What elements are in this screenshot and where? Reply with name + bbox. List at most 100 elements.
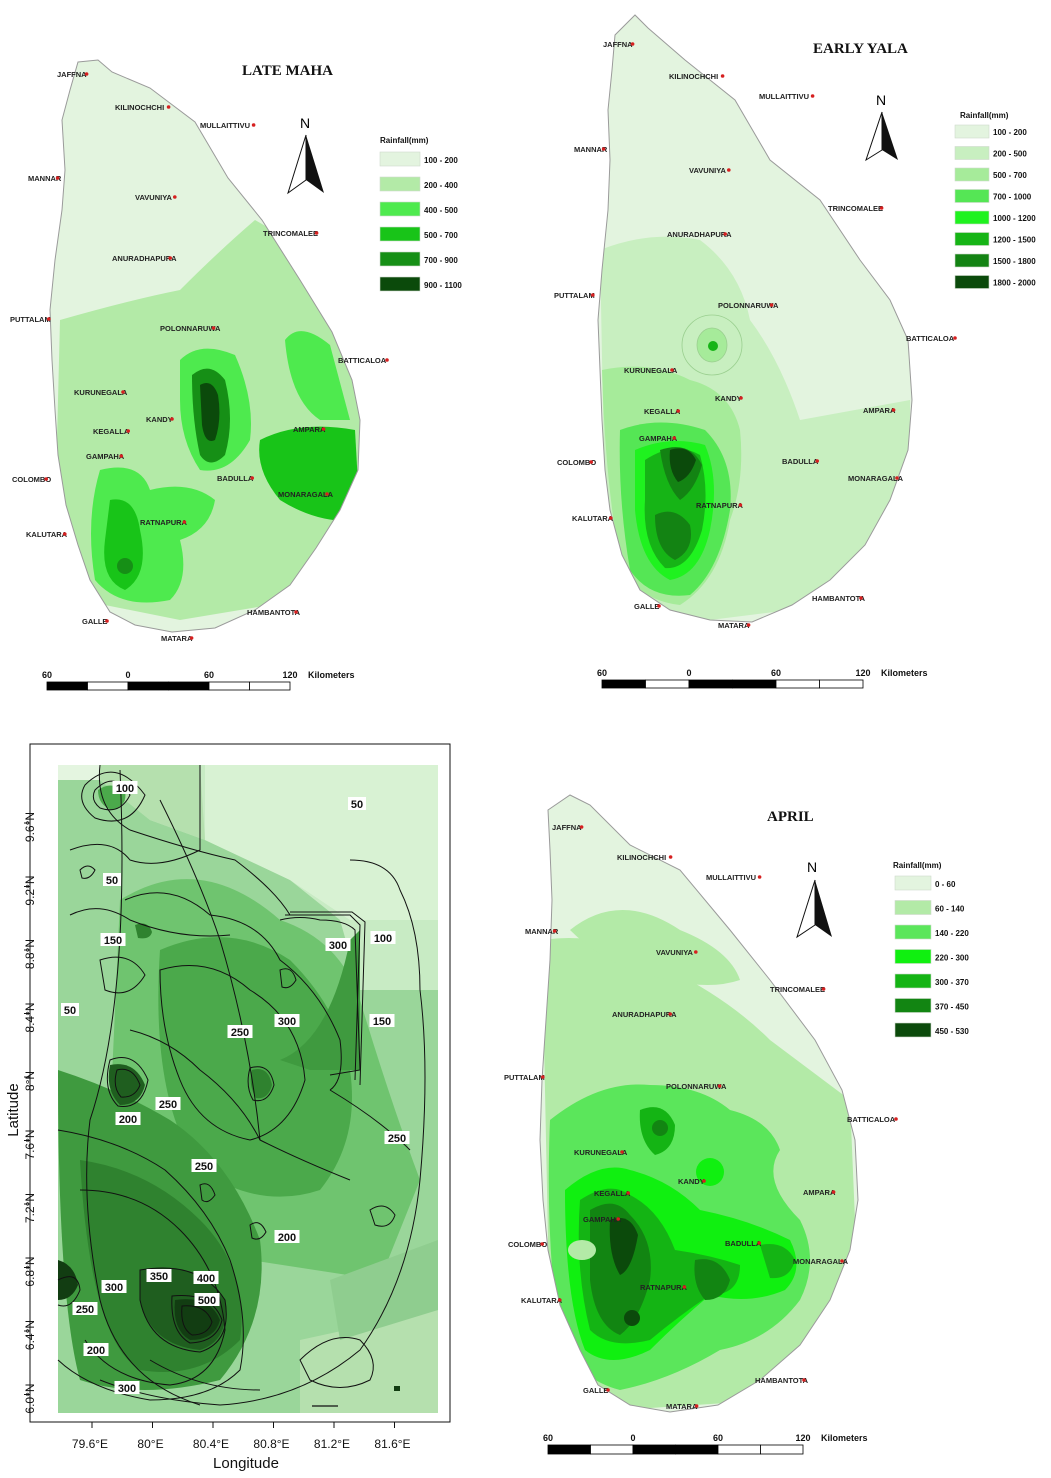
- city-label-matara: MATARA: [718, 621, 750, 630]
- scale-label: 120: [855, 668, 870, 678]
- scale-bar: 60 0 60 120 Kilometers: [597, 668, 928, 689]
- legend-swatch: [894, 1022, 932, 1038]
- scale-segment: [688, 679, 733, 689]
- contour-label-bg: [61, 1003, 79, 1016]
- legend-label: 900 - 1100: [424, 281, 462, 290]
- city-marker-icon: [385, 358, 389, 362]
- city-label-polonnaruwa: POLONNARUWA: [666, 1082, 727, 1091]
- contour-label-bg: [193, 1271, 219, 1284]
- city-marker-icon: [173, 195, 177, 199]
- city-marker-icon: [879, 206, 884, 210]
- april-map: APRIL N Rainfall(mm) 0 - 60 60 - 140 140 -…: [504, 794, 969, 1455]
- city-label-batticaloa: BATTICALOA: [847, 1115, 896, 1124]
- legend-swatch: [954, 210, 990, 225]
- city-marker-icon: [723, 232, 727, 236]
- legend-label: 700 - 900: [424, 256, 458, 265]
- x-tick-label: 80.4°E: [193, 1437, 229, 1451]
- city-markers: JAFFNA KILINOCHCHI MULLAITTIVU MANNAR VAVUNI…: [10, 70, 389, 643]
- legend-label: 700 - 1000: [993, 193, 1032, 202]
- zone-300-370-far-east: [760, 1244, 795, 1279]
- city-label-kalutara: KALUTARA: [521, 1296, 563, 1305]
- city-marker-icon: [321, 427, 326, 431]
- city-marker-icon: [620, 1150, 624, 1154]
- city-label-galle: GALLE: [583, 1386, 608, 1395]
- city-label-mullaittivu: MULLAITTIVU: [706, 873, 756, 882]
- legend-label: 0 - 60: [935, 880, 956, 889]
- city-marker-icon: [119, 454, 123, 458]
- model-rainfall-plot: 100 50 50 150 300 100 50 300 150 250 250 200 250 250 2…: [5, 743, 451, 1472]
- zone-60-140-colombo: [568, 1240, 596, 1260]
- city-label-ratnapura: RATNAPURA: [640, 1283, 688, 1292]
- city-label-ampara: AMPARA: [803, 1188, 836, 1197]
- city-label-badulla: BADULLA: [782, 457, 819, 466]
- legend-swatch: [954, 253, 990, 268]
- legend-swatch: [379, 251, 421, 267]
- city-marker-icon: [895, 476, 899, 480]
- legend-swatch: [954, 167, 990, 182]
- scale-segment: [717, 1444, 761, 1455]
- contour-label: 100: [116, 783, 134, 795]
- grid-speck: [394, 1386, 400, 1391]
- city-label-jaffna: JAFFNA: [57, 70, 87, 79]
- y-tick-label: 6.4°N: [23, 1320, 37, 1350]
- city-markers: JAFFNA KILINOCHCHI MULLAITTIVU MANNAR VAVUNI…: [504, 823, 898, 1411]
- map-panel-late-maha: LATE MAHA N Rainfall(mm) 100 - 200 200 - …: [0, 0, 520, 700]
- city-label-hambantota: HAMBANTOTA: [812, 594, 866, 603]
- contour-label-bg: [101, 1280, 127, 1293]
- x-tick-label: 79.6°E: [72, 1437, 108, 1451]
- legend-label: 300 - 370: [935, 978, 969, 987]
- legend-label: 450 - 530: [935, 1027, 969, 1036]
- city-label-kilinochchi: KILINOCHCHI: [115, 103, 164, 112]
- contour-label-bg: [191, 1159, 217, 1172]
- legend: Rainfall(mm) 100 - 200 200 - 500 500 - 700…: [954, 111, 1036, 289]
- city-marker-icon: [294, 610, 298, 614]
- city-label-badulla: BADULLA: [217, 474, 254, 483]
- rainfall-grid: [58, 765, 438, 1413]
- zone-450-530-b: [624, 1310, 640, 1326]
- city-label-matara: MATARA: [666, 1402, 698, 1411]
- contour-label: 250: [76, 1304, 94, 1316]
- city-marker-icon: [746, 623, 751, 627]
- city-marker-icon: [694, 950, 698, 954]
- city-label-mannar: MANNAR: [28, 174, 62, 183]
- city-marker-icon: [182, 520, 187, 524]
- scale-label: 60: [597, 668, 607, 678]
- city-label-ampara: AMPARA: [293, 425, 326, 434]
- city-label-mullaittivu: MULLAITTIVU: [200, 121, 250, 130]
- city-label-trincomalee: TRINCOMALEE: [770, 985, 825, 994]
- island-outline: [597, 14, 913, 623]
- scale-label: 0: [125, 670, 130, 680]
- city-marker-icon: [126, 429, 130, 433]
- scale-label: 120: [282, 670, 297, 680]
- city-label-matara: MATARA: [161, 634, 193, 643]
- city-label-jaffna: JAFFNA: [603, 40, 633, 49]
- scale-unit: Kilometers: [821, 1433, 868, 1443]
- x-tick-label: 81.6°E: [374, 1437, 410, 1451]
- zone-370-450-north: [652, 1120, 668, 1136]
- city-marker-icon: [668, 855, 673, 859]
- city-marker-icon: [211, 326, 216, 330]
- city-marker-icon: [668, 1012, 672, 1016]
- city-marker-icon: [626, 1191, 630, 1195]
- island-outline: [539, 794, 859, 1413]
- zone-370-450-east: [694, 1259, 730, 1300]
- city-marker-icon: [601, 147, 606, 151]
- legend-label: 140 - 220: [935, 929, 969, 938]
- scale-unit: Kilometers: [881, 668, 928, 678]
- legend-swatch: [894, 998, 932, 1013]
- legend-swatch: [954, 146, 990, 160]
- y-tick-label: 8.4°N: [23, 1002, 37, 1032]
- legend-swatch: [894, 900, 932, 915]
- city-marker-icon: [609, 516, 613, 520]
- city-label-monaragala: MONARAGALA: [793, 1257, 849, 1266]
- city-marker-icon: [769, 303, 774, 307]
- city-label-batticaloa: BATTICALOA: [338, 356, 387, 365]
- city-label-hambantota: HAMBANTOTA: [247, 608, 301, 617]
- city-label-mannar: MANNAR: [525, 927, 559, 936]
- city-label-ratnapura: RATNAPURA: [140, 518, 188, 527]
- north-arrow-left-icon: [287, 134, 307, 195]
- scale-segment: [732, 679, 777, 689]
- city-label-vavuniya: VAVUNIYA: [689, 166, 727, 175]
- legend: Rainfall(mm) 0 - 60 60 - 140 140 - 220 220 …: [893, 861, 969, 1038]
- legend-label: 60 - 140: [935, 905, 965, 914]
